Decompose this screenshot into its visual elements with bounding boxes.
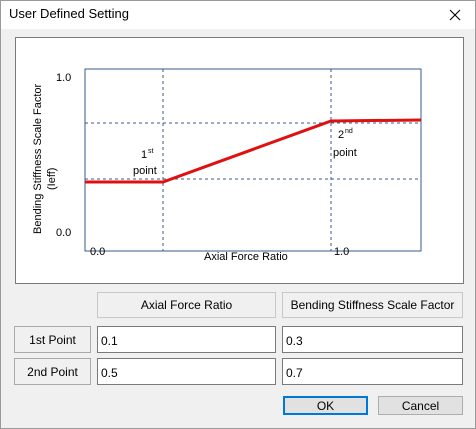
window-title: User Defined Setting — [9, 6, 129, 21]
cancel-button[interactable]: Cancel — [378, 396, 463, 415]
y-tick-top: 1.0 — [56, 72, 71, 84]
y-tick-bottom: 0.0 — [56, 227, 71, 239]
title-bar: User Defined Setting — [1, 1, 475, 29]
point2-number: 2 — [338, 129, 344, 141]
point2-superscript: nd — [345, 128, 353, 135]
y-axis-unit: (Ieff) — [46, 168, 58, 190]
plot-frame — [84, 68, 422, 252]
row-label-2nd-point: 2nd Point — [14, 358, 91, 385]
close-button[interactable] — [443, 3, 467, 27]
stiffness-graph: 1.0 0.0 0.0 1.0 Axial Force Ratio Bendin… — [32, 68, 422, 263]
header-axial-force-ratio: Axial Force Ratio — [97, 292, 276, 318]
point1-label: point — [133, 165, 157, 177]
close-icon — [449, 9, 461, 21]
graph-panel: 1.0 0.0 0.0 1.0 Axial Force Ratio Bendin… — [15, 37, 464, 284]
row-label-1st-point: 1st Point — [14, 326, 91, 353]
point1-axial-input[interactable] — [97, 326, 276, 353]
x-tick-right: 1.0 — [334, 246, 349, 258]
point2-axial-input[interactable] — [97, 358, 276, 385]
ok-button[interactable]: OK — [283, 396, 368, 415]
point1-bending-input[interactable] — [282, 326, 463, 353]
point1-number: 1 — [141, 149, 147, 161]
y-axis-label: Bending Stiffness Scale Factor — [32, 83, 44, 234]
point1-superscript: st — [148, 148, 154, 155]
x-tick-left: 0.0 — [90, 246, 105, 258]
stiffness-curve — [85, 118, 422, 184]
point2-label: point — [333, 147, 357, 159]
header-bending-stiffness: Bending Stiffness Scale Factor — [282, 292, 463, 318]
point2-bending-input[interactable] — [282, 358, 463, 385]
x-axis-label: Axial Force Ratio — [204, 251, 288, 263]
